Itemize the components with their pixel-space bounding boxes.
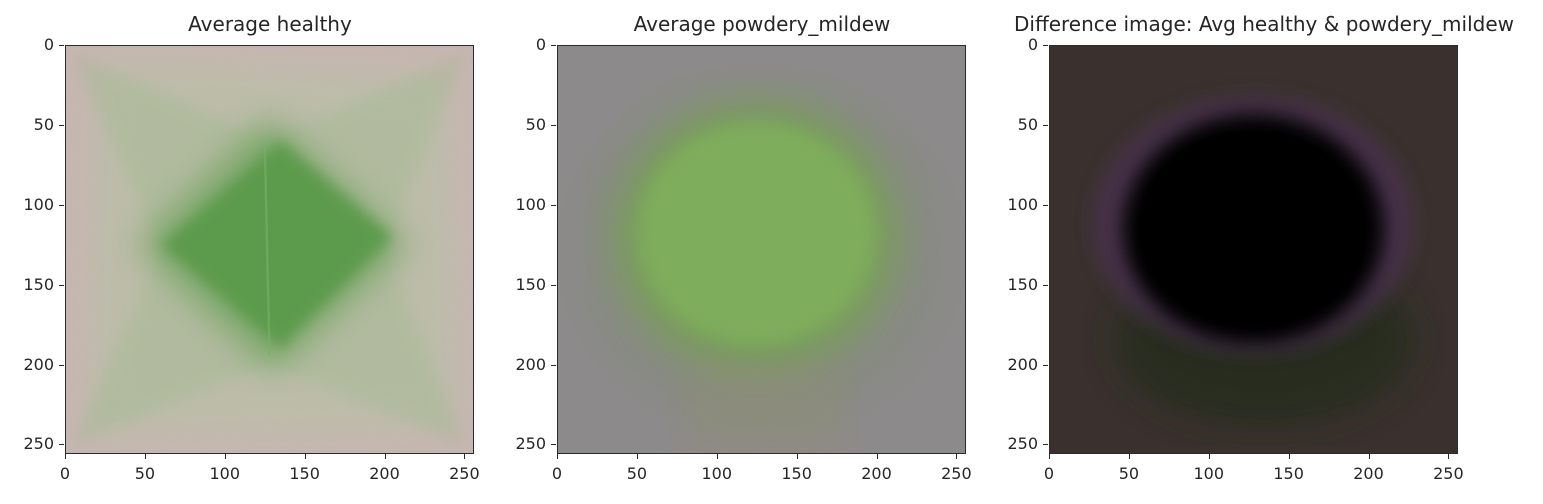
x-tick-label: 100 [701, 464, 733, 483]
x-tick-label: 250 [1433, 464, 1464, 483]
y-tick-label: 50 [1017, 114, 1038, 134]
x-tick-label: 0 [59, 464, 71, 483]
x-tick-label: 250 [941, 464, 972, 483]
y-tick-mark [1043, 284, 1048, 286]
x-tick-mark [65, 454, 66, 459]
y-tick-mark [551, 204, 556, 206]
y-tick-mark [551, 284, 556, 286]
y-tick-mark [551, 364, 556, 366]
difference-image [1050, 46, 1457, 453]
panel-average-healthy: Average healthy [0, 0, 474, 504]
y-tick-mark [551, 124, 556, 126]
x-tick-label: 0 [1043, 464, 1055, 483]
panel-title: Average powdery_mildew [633, 12, 891, 36]
y-tick-label: 150 [23, 274, 54, 294]
x-tick-mark [224, 454, 226, 459]
y-tick-label: 150 [515, 274, 546, 294]
x-tick-mark [716, 454, 718, 459]
y-tick-mark [59, 45, 64, 46]
y-tick-mark [1043, 364, 1048, 366]
y-tick-label: 250 [515, 434, 546, 454]
y-tick-label: 250 [23, 434, 54, 454]
x-tick-label: 200 [1353, 464, 1384, 483]
panel-average-powdery-mildew: Average powdery_mildew [492, 0, 966, 504]
y-tick-mark [59, 364, 64, 366]
y-tick-label: 200 [23, 354, 54, 374]
x-tick-label: 150 [289, 464, 320, 483]
y-tick-label: 250 [1007, 434, 1038, 454]
y-tick-label: 150 [1007, 274, 1038, 294]
panel-title: Difference image: Avg healthy & powdery_… [1013, 12, 1514, 36]
average-healthy-image [66, 46, 473, 453]
x-tick-mark [464, 454, 466, 459]
y-tick-mark [59, 124, 64, 126]
y-tick-mark [59, 444, 64, 446]
y-tick-mark [551, 45, 556, 46]
x-tick-mark [557, 454, 558, 459]
y-tick-label: 100 [23, 194, 54, 214]
y-tick-mark [1043, 204, 1048, 206]
x-tick-mark [1448, 454, 1450, 459]
x-tick-label: 50 [626, 464, 648, 483]
y-tick-mark [1043, 124, 1048, 126]
x-tick-label: 100 [1193, 464, 1225, 483]
x-tick-mark [384, 454, 386, 459]
y-tick-label: 50 [33, 114, 54, 134]
x-tick-label: 200 [861, 464, 892, 483]
x-tick-mark [144, 454, 146, 459]
image-difference [1049, 45, 1458, 454]
x-tick-label: 200 [369, 464, 400, 483]
y-tick-label: 100 [515, 194, 546, 214]
y-tick-label: 100 [1007, 194, 1038, 214]
x-tick-mark [956, 454, 958, 459]
x-tick-mark [1208, 454, 1210, 459]
x-tick-mark [876, 454, 878, 459]
image-average-powdery-mildew [557, 45, 966, 454]
image-average-healthy [65, 45, 474, 454]
y-tick-mark [551, 444, 556, 446]
y-tick-mark [1043, 45, 1048, 46]
y-tick-label: 0 [43, 35, 54, 54]
y-tick-mark [1043, 444, 1048, 446]
x-tick-mark [636, 454, 638, 459]
x-tick-mark [1049, 454, 1050, 459]
x-tick-label: 0 [551, 464, 563, 483]
x-tick-mark [1128, 454, 1130, 459]
y-tick-label: 200 [1007, 354, 1038, 374]
x-tick-mark [304, 454, 306, 459]
x-tick-label: 50 [1118, 464, 1140, 483]
panel-title: Average healthy [188, 12, 352, 36]
x-tick-label: 150 [1273, 464, 1304, 483]
x-tick-mark [796, 454, 798, 459]
panel-difference-image: Difference image: Avg healthy & powdery_… [984, 0, 1514, 504]
x-tick-label: 250 [449, 464, 480, 483]
x-tick-label: 100 [209, 464, 241, 483]
average-powdery-mildew-image [558, 46, 965, 453]
y-tick-label: 200 [515, 354, 546, 374]
x-tick-mark [1368, 454, 1370, 459]
y-tick-label: 0 [535, 35, 546, 54]
y-tick-mark [59, 204, 64, 206]
x-tick-label: 150 [781, 464, 812, 483]
y-tick-label: 50 [525, 114, 546, 134]
x-tick-label: 50 [134, 464, 156, 483]
x-tick-mark [1288, 454, 1290, 459]
y-tick-mark [59, 284, 64, 286]
y-tick-label: 0 [1027, 35, 1038, 54]
